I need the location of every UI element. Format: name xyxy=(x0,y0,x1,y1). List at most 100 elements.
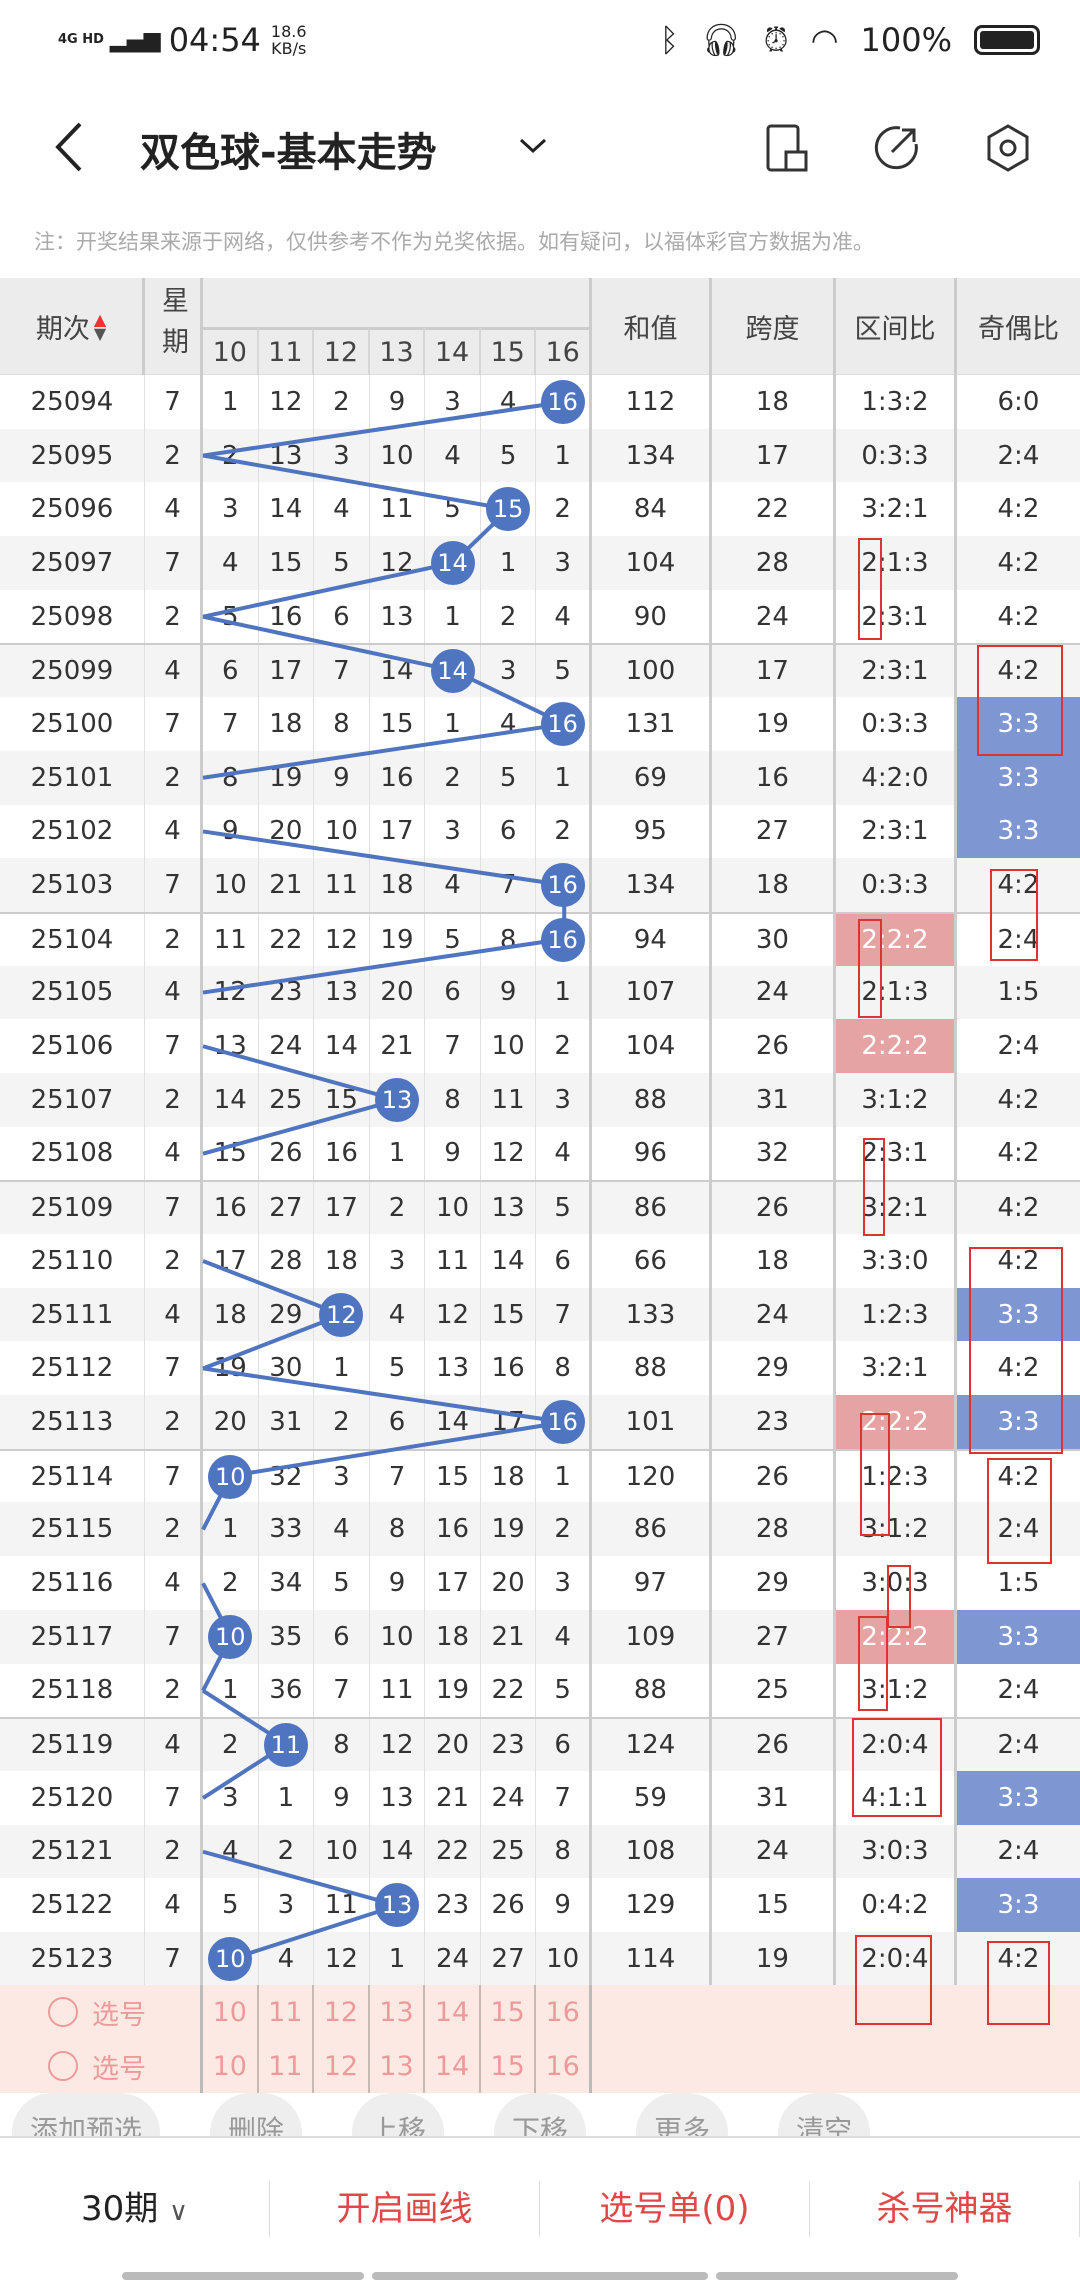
number-cell: 6 xyxy=(314,589,370,644)
span-cell: 28 xyxy=(712,1502,836,1557)
kill-tool-button[interactable]: 杀号神器 xyxy=(810,2181,1080,2237)
odd-even-cell: 2:4 xyxy=(997,924,1040,955)
draw-lines-button[interactable]: 开启画线 xyxy=(270,2181,540,2237)
sum-cell: 94 xyxy=(592,913,712,966)
number-cell: 12 xyxy=(425,1287,481,1342)
header-number-11: 11 xyxy=(258,327,315,375)
page-title[interactable]: 双色球-基本走势 xyxy=(140,130,437,176)
number-cell: 14 xyxy=(370,645,426,698)
select-toggle[interactable]: 选号 xyxy=(0,1985,203,2039)
number-cell: 13 xyxy=(203,1019,259,1073)
action-button[interactable]: 下移 xyxy=(494,2093,587,2137)
nav-indicator xyxy=(372,2272,708,2280)
number-cell: 5 xyxy=(203,1878,259,1932)
device-icon[interactable] xyxy=(760,122,812,174)
blue-ball: 13 xyxy=(374,1077,419,1122)
select-number[interactable]: 16 xyxy=(536,1985,592,2039)
header-number-15: 15 xyxy=(480,327,537,375)
odd-even-cell: 4:2 xyxy=(997,1353,1040,1384)
select-number[interactable]: 14 xyxy=(425,2039,481,2093)
header-number-16: 16 xyxy=(536,327,592,375)
number-cell: 15 xyxy=(425,1450,481,1503)
select-number[interactable]: 10 xyxy=(203,2039,259,2093)
period-cell: 25112 xyxy=(0,1341,145,1396)
weekday-cell: 7 xyxy=(145,858,203,912)
select-number[interactable]: 15 xyxy=(481,2039,537,2093)
odd-even-cell: 2:4 xyxy=(997,440,1040,471)
radio-circle-icon[interactable] xyxy=(48,2051,78,2081)
sort-icon[interactable]: ▲ ▼ xyxy=(93,309,107,343)
odd-even-cell: 4:2 xyxy=(997,656,1040,687)
number-cell: 3 xyxy=(314,1450,370,1503)
select-number[interactable]: 15 xyxy=(481,1985,537,2039)
number-cell: 5 xyxy=(536,1182,592,1234)
select-number[interactable]: 10 xyxy=(203,1985,259,2039)
select-number[interactable]: 11 xyxy=(259,2039,315,2093)
action-button[interactable]: 删除 xyxy=(210,2093,303,2137)
select-number[interactable]: 13 xyxy=(370,1985,426,2039)
annotation-box xyxy=(987,1458,1052,1564)
select-number[interactable]: 14 xyxy=(425,1985,481,2039)
blue-ball: 16 xyxy=(540,379,585,424)
weekday-cell: 7 xyxy=(145,375,203,429)
number-cell: 3 xyxy=(314,428,370,483)
sum-cell: 114 xyxy=(592,1931,712,1986)
number-cell: 12 xyxy=(314,1931,370,1986)
select-toggle[interactable]: 选号 xyxy=(0,2039,203,2093)
sum-cell: 86 xyxy=(592,1182,712,1234)
period-cell: 25119 xyxy=(0,1719,145,1771)
select-number[interactable]: 12 xyxy=(314,2039,370,2093)
number-cell: 9 xyxy=(481,965,537,1020)
number-cell: 13 xyxy=(370,1072,426,1127)
period-cell: 25098 xyxy=(0,589,145,644)
period-cell: 25121 xyxy=(0,1824,145,1879)
number-cell: 13 xyxy=(314,965,370,1020)
sum-cell: 134 xyxy=(592,858,712,912)
action-button[interactable]: 清空 xyxy=(778,2093,871,2137)
number-cell: 7 xyxy=(370,1450,426,1503)
number-cell: 6 xyxy=(203,645,259,698)
select-number[interactable]: 12 xyxy=(314,1985,370,2039)
settings-icon[interactable] xyxy=(982,122,1034,174)
back-arrow-icon[interactable] xyxy=(50,120,90,174)
number-cell: 8 xyxy=(425,1072,481,1127)
blue-ball: 16 xyxy=(540,1399,585,1444)
number-cell: 9 xyxy=(536,1878,592,1932)
number-cell: 30 xyxy=(259,1341,315,1396)
radio-circle-icon[interactable] xyxy=(48,1997,78,2027)
pick-list-button[interactable]: 选号单(0) xyxy=(540,2181,810,2237)
zone-ratio-cell: 2:2:2 xyxy=(835,1395,957,1449)
number-cell: 15 xyxy=(481,482,537,537)
period-cell: 25115 xyxy=(0,1502,145,1557)
action-button[interactable]: 添加预选 xyxy=(12,2093,161,2137)
table-row: 25094 7 1 12 2 9 3 4 16 112 18 1:3:2 6:0 xyxy=(0,375,1080,429)
period-selector[interactable]: 30期 ∨ xyxy=(0,2181,270,2237)
nav-indicator xyxy=(122,2272,364,2280)
number-cell: 15 xyxy=(314,1072,370,1127)
number-cell: 4 xyxy=(536,1126,592,1181)
header-period[interactable]: 期次 ▲ ▼ xyxy=(0,278,145,375)
annotation-box xyxy=(969,1247,1063,1454)
period-cell: 25104 xyxy=(0,913,145,966)
number-cell: 17 xyxy=(425,1556,481,1610)
number-cell: 17 xyxy=(370,804,426,859)
table-row: 25118 2 1 36 7 11 19 22 5 88 25 3:1:2 2:4 xyxy=(0,1663,1080,1718)
odd-even-cell: 2:4 xyxy=(997,1730,1040,1761)
zone-ratio-cell: 2:3:1 xyxy=(836,804,957,859)
share-icon[interactable] xyxy=(870,122,922,174)
select-number[interactable]: 11 xyxy=(259,1985,315,2039)
select-number[interactable]: 16 xyxy=(536,2039,592,2093)
period-cell: 25103 xyxy=(0,858,145,912)
action-button[interactable]: 更多 xyxy=(636,2093,729,2137)
number-cell: 36 xyxy=(259,1663,315,1718)
odd-even-cell: 6:0 xyxy=(997,386,1040,417)
number-cell: 24 xyxy=(259,1019,315,1073)
action-button[interactable]: 上移 xyxy=(352,2093,445,2137)
number-cell: 21 xyxy=(370,1019,426,1073)
header-sum: 和值 xyxy=(592,278,712,375)
chevron-down-icon[interactable] xyxy=(518,136,548,156)
sum-cell: 108 xyxy=(592,1824,712,1879)
span-cell: 18 xyxy=(712,1234,836,1288)
select-number[interactable]: 13 xyxy=(370,2039,426,2093)
number-cell: 23 xyxy=(425,1878,481,1932)
